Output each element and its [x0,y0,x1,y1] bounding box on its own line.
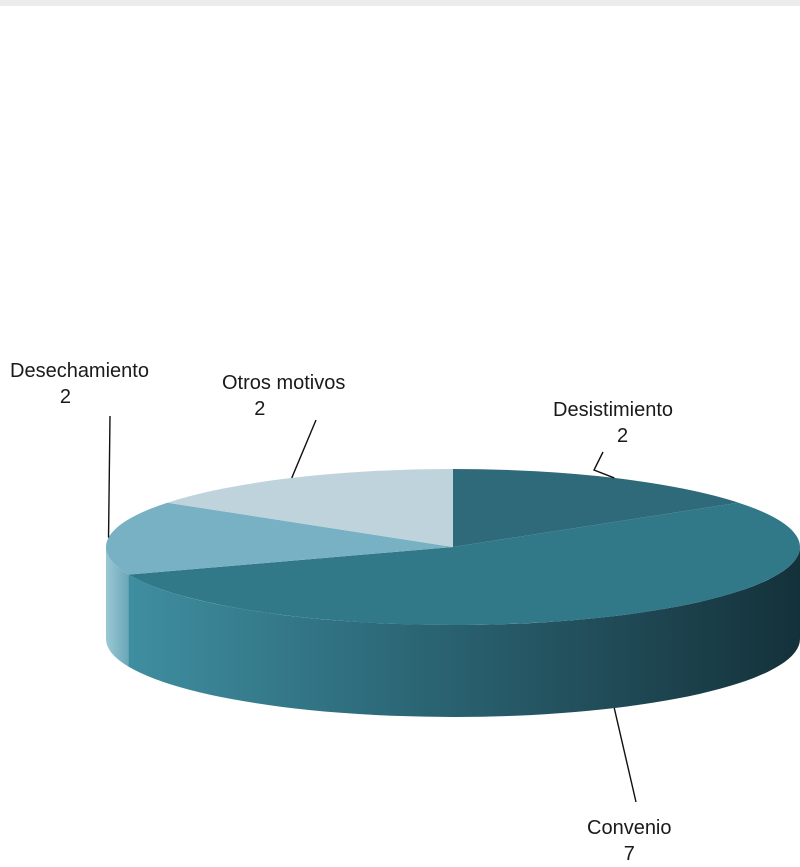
slice-otros-motivos [167,469,453,547]
label-desistimiento: Desistimiento 2 [553,397,673,449]
label-convenio: Convenio 7 [587,815,672,867]
leader-otros-motivos [291,419,317,479]
leader-desechamiento [107,415,111,538]
slice-value-desistimiento: 2 [617,425,629,447]
slice-value-desechamiento: 2 [59,386,71,408]
slice-value-otros-motivos: 2 [254,398,266,420]
side-desechamiento [106,547,129,667]
slice-name-desistimiento: Desistimiento [553,399,674,421]
leader-convenio [613,707,637,803]
slice-name-convenio: Convenio [587,817,672,839]
slice-desistimiento [453,469,739,547]
side-convenio [128,547,800,717]
slice-value-convenio: 7 [623,843,635,865]
slice-name-otros-motivos: Otros motivos [222,372,346,394]
pie-top [106,469,800,625]
slice-name-desechamiento: Desechamiento [10,360,149,382]
leader-desistimiento [593,451,615,479]
slice-desechamiento [106,502,453,575]
pie-sides [106,547,800,717]
leader-lines [107,415,637,803]
label-desechamiento: Desechamiento 2 [10,358,149,410]
slice-convenio [128,502,800,625]
label-otros-motivos: Otros motivos 2 [222,370,345,422]
top-bar [0,0,800,6]
